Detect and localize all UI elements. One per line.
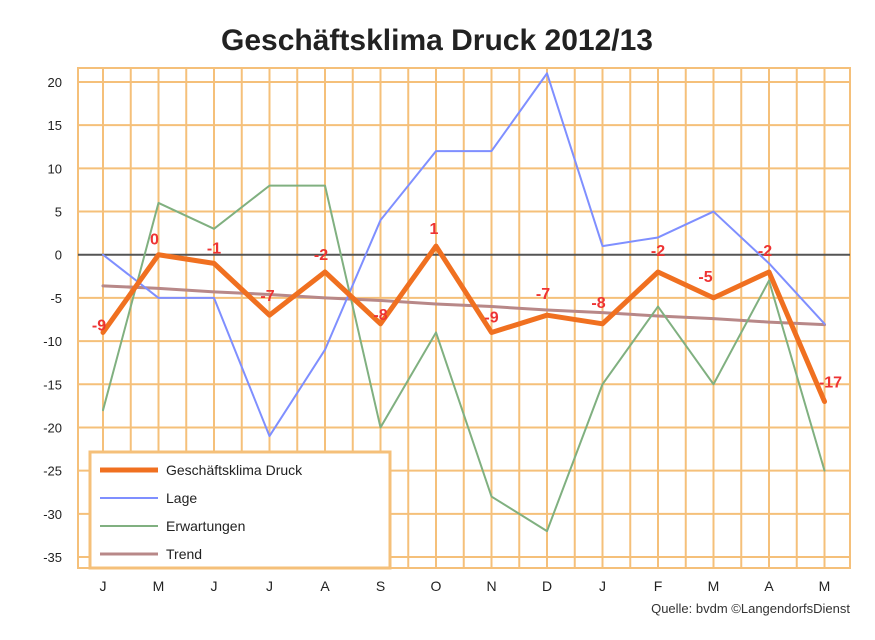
x-tick-label: J bbox=[599, 578, 606, 594]
y-axis-ticks: 20 15 10 5 0 -5 -10 -15 -20 -25 -30 -35 bbox=[43, 75, 62, 565]
x-tick-label: F bbox=[654, 578, 663, 594]
y-tick-label: -5 bbox=[50, 291, 62, 306]
data-label: -7 bbox=[260, 288, 274, 305]
x-tick-label: J bbox=[211, 578, 218, 594]
data-label: -7 bbox=[536, 286, 550, 303]
x-tick-label: M bbox=[819, 578, 831, 594]
legend: Geschäftsklima Druck Lage Erwartungen Trend bbox=[88, 450, 392, 570]
series-line-lage bbox=[102, 72, 826, 438]
legend-label: Trend bbox=[166, 546, 202, 562]
data-label: 0 bbox=[150, 232, 159, 249]
y-tick-label: -35 bbox=[43, 550, 62, 565]
data-label: -2 bbox=[314, 247, 328, 264]
x-tick-label: J bbox=[266, 578, 273, 594]
series-line-gesch-ftsklima-druck bbox=[100, 243, 827, 405]
chart-title: Geschäftsklima Druck 2012/13 bbox=[221, 24, 653, 57]
series-line-trend bbox=[101, 284, 826, 327]
y-tick-label: 5 bbox=[55, 205, 62, 220]
data-label: -8 bbox=[591, 295, 605, 312]
data-label: -1 bbox=[207, 240, 221, 257]
data-label: 1 bbox=[430, 221, 439, 238]
data-label: -9 bbox=[484, 309, 498, 326]
data-label: -2 bbox=[651, 243, 665, 260]
legend-label: Geschäftsklima Druck bbox=[166, 462, 303, 478]
legend-label: Lage bbox=[166, 490, 197, 506]
y-tick-label: -20 bbox=[43, 420, 62, 435]
chart-source: Quelle: bvdm ©LangendorfsDienst bbox=[651, 601, 850, 616]
data-label: -8 bbox=[373, 307, 387, 324]
x-tick-label: A bbox=[320, 578, 330, 594]
y-tick-label: 15 bbox=[48, 118, 62, 133]
data-label: -17 bbox=[819, 375, 842, 392]
y-tick-label: -25 bbox=[43, 464, 62, 479]
y-tick-label: -10 bbox=[43, 334, 62, 349]
y-tick-label: 0 bbox=[55, 248, 62, 263]
legend-label: Erwartungen bbox=[166, 518, 245, 534]
data-labels: -9 0 -1 -7 -2 -8 1 -9 -7 -8 -2 -5 -2 -17 bbox=[92, 221, 842, 391]
series-line-erwartungen bbox=[102, 184, 826, 533]
x-tick-label: D bbox=[542, 578, 552, 594]
x-tick-label: N bbox=[486, 578, 496, 594]
x-tick-label: M bbox=[153, 578, 165, 594]
y-tick-label: 10 bbox=[48, 161, 62, 176]
x-tick-label: M bbox=[708, 578, 720, 594]
x-tick-label: J bbox=[100, 578, 107, 594]
x-tick-label: A bbox=[764, 578, 774, 594]
data-label: -2 bbox=[758, 243, 772, 260]
y-tick-label: -15 bbox=[43, 377, 62, 392]
y-tick-label: -30 bbox=[43, 507, 62, 522]
data-label: -9 bbox=[92, 317, 106, 334]
x-tick-label: O bbox=[431, 578, 442, 594]
series-layer bbox=[100, 72, 827, 533]
y-tick-label: 20 bbox=[48, 75, 62, 90]
x-tick-label: S bbox=[376, 578, 385, 594]
data-label: -5 bbox=[698, 269, 712, 286]
